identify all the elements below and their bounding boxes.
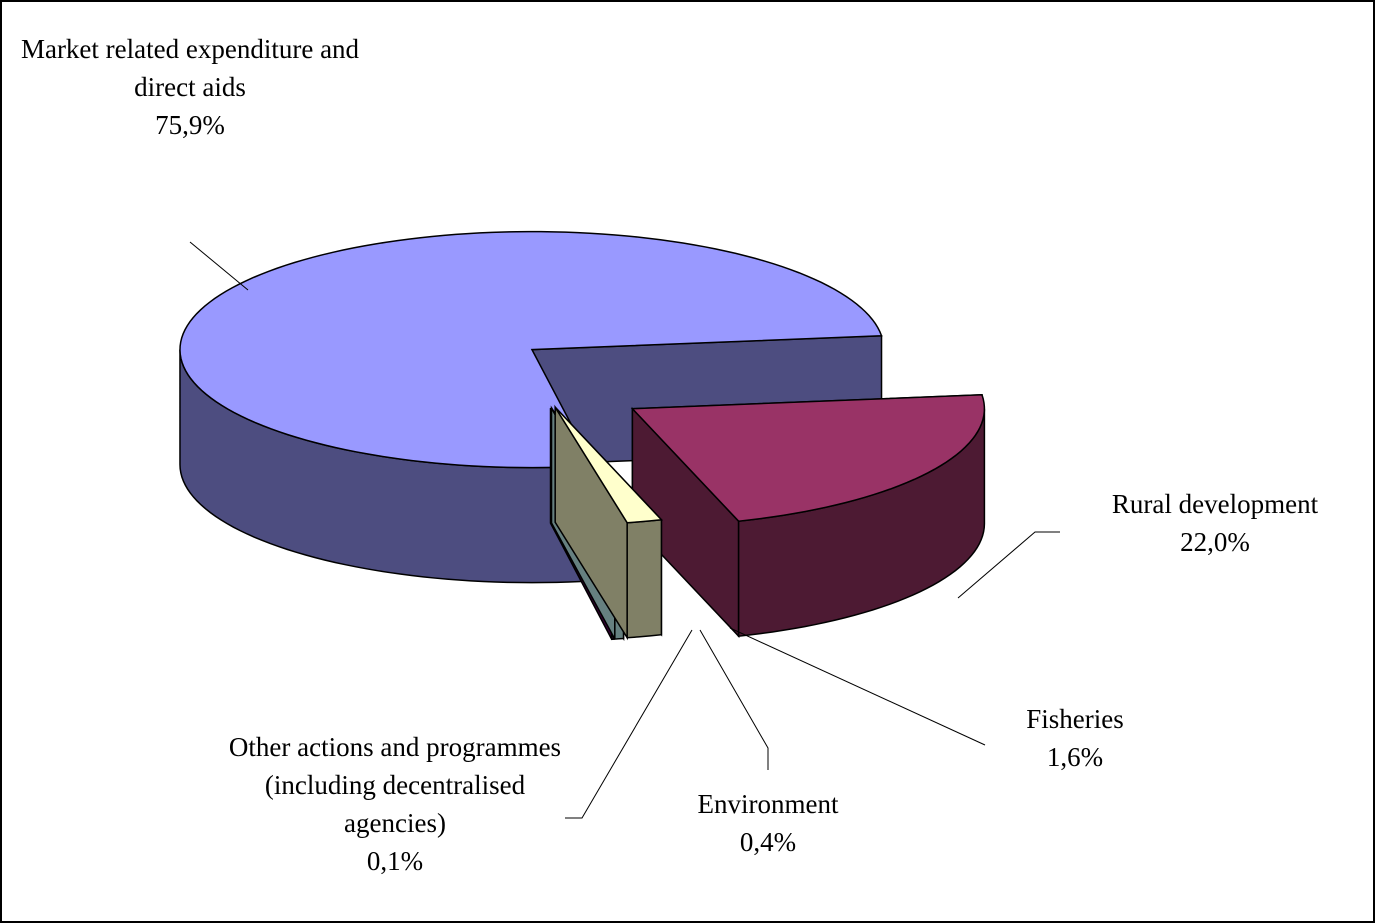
category-label: Market related expenditure and direct ai… [20, 34, 360, 102]
slice-label: Rural development 22,0% [1055, 485, 1375, 561]
slice-label: Environment 0,4% [638, 785, 898, 861]
leader-line [699, 629, 769, 770]
leader-line [729, 627, 986, 746]
value-label: 0,4% [739, 827, 797, 857]
leader-line [565, 629, 693, 819]
value-label: 22,0% [1180, 527, 1250, 557]
leader-line [189, 241, 249, 291]
slice [630, 394, 986, 522]
value-label: 75,9% [155, 110, 225, 140]
value-label: 0,1% [366, 846, 424, 876]
slice [630, 394, 986, 639]
slice [179, 230, 883, 584]
value-label: 1,6% [1046, 742, 1104, 772]
slice-label: Market related expenditure and direct ai… [0, 30, 380, 144]
category-label: Fisheries [1026, 704, 1124, 734]
slice [554, 404, 663, 641]
category-label: Other actions and programmes (including … [228, 732, 562, 838]
category-label: Environment [697, 789, 839, 819]
leader-line [957, 531, 1060, 599]
category-label: Rural development [1111, 489, 1319, 519]
slice [554, 406, 663, 524]
slice-label: Fisheries 1,6% [965, 700, 1185, 776]
slice [179, 230, 883, 469]
slice-side [626, 518, 663, 639]
slice-label: Other actions and programmes (including … [225, 728, 565, 880]
